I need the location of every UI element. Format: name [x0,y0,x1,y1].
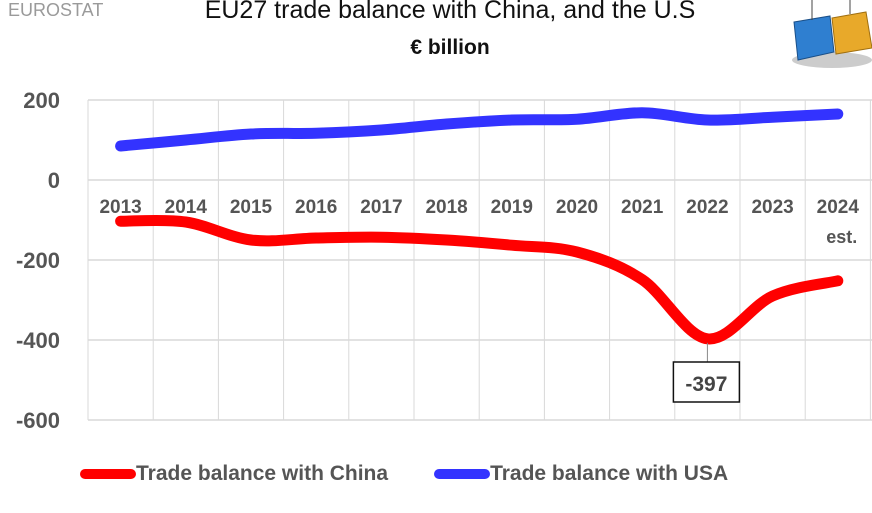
annotation-box [672,361,741,403]
x-tick-label: 2022 [686,197,728,218]
legend-item-usa: Trade balance with USA [434,462,728,486]
x-tick-label: 2023 [751,197,793,218]
usa-line [115,107,844,152]
x-tick-label: 2013 [99,197,141,218]
x-tick-label: 2024 [817,197,860,218]
legend-label-usa: Trade balance with USA [490,462,729,485]
annotation-label: -397 [685,373,727,396]
legend: Trade balance with China Trade balance w… [80,462,728,486]
legend-swatch-china [80,469,136,479]
y-tick-label: 0 [48,168,60,193]
legend-item-china: Trade balance with China [80,462,388,486]
x-tick-label: 2014 [165,197,208,218]
x-tick-label: 2018 [425,197,467,218]
y-tick-label: -600 [16,408,60,433]
soapbox-logo [792,0,872,68]
x-tick-label: 2019 [491,197,533,218]
y-tick-label: 200 [23,88,60,113]
x-tick-label: 2017 [360,197,402,218]
china-line [115,214,844,345]
y-tick-label: -200 [16,248,60,273]
x-tick-label: 2015 [230,197,273,218]
chart-title: EU27 trade balance with China, and the U… [204,0,696,24]
y-tick-label: -400 [16,328,60,353]
x-tick-note: est. [826,227,857,247]
chart-subtitle: € billion [410,36,490,59]
legend-label-china: Trade balance with China [136,462,389,485]
x-tick-label: 2020 [556,197,598,218]
source-label: EUROSTAT [8,0,104,20]
legend-swatch-usa [434,469,491,479]
x-tick-label: 2016 [295,197,337,218]
x-tick-label: 2021 [621,197,664,218]
